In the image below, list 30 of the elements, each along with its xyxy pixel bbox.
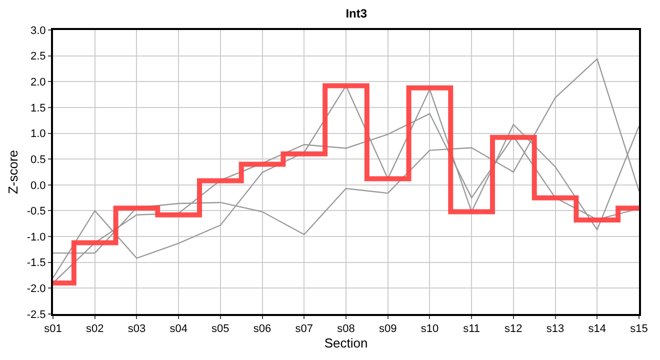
x-tick-label: s07	[295, 323, 314, 336]
x-tick-label: s08	[337, 323, 355, 336]
x-tick-label: s13	[546, 323, 564, 336]
x-tick-label: s02	[86, 323, 104, 336]
y-tick-label: 0.0	[30, 180, 46, 192]
x-tick-label: s10	[420, 323, 439, 336]
y-tick-label: -0.5	[26, 206, 46, 218]
y-tick-label: -2.0	[26, 283, 46, 296]
x-tick-label: s05	[212, 323, 230, 336]
x-tick-label: s11	[463, 323, 480, 336]
x-tick-label: s04	[170, 323, 188, 336]
y-tick-label: -1.0	[26, 231, 46, 244]
x-axis-title: Section	[324, 335, 368, 350]
y-tick-label: 3.0	[30, 24, 46, 37]
y-tick-label: 1.0	[30, 128, 46, 140]
x-tick-label: s14	[588, 323, 606, 336]
chart-title: Int3	[346, 6, 368, 20]
y-tick-label: 1.5	[30, 102, 46, 114]
y-tick-label: 2.5	[30, 50, 46, 63]
x-tick-label: s06	[253, 323, 272, 336]
x-tick-label: s12	[504, 323, 522, 336]
x-tick-label: s15	[630, 323, 648, 336]
x-tick-label: s09	[378, 323, 397, 336]
y-tick-label: 2.0	[30, 76, 46, 88]
y-axis-title: Z-score	[5, 150, 20, 194]
x-tick-label: s01	[44, 323, 62, 336]
y-tick-label: -1.5	[26, 257, 46, 270]
y-tick-label: -2.5	[26, 308, 46, 321]
x-tick-label: s03	[128, 323, 146, 336]
y-tick-label: 0.5	[30, 154, 46, 166]
